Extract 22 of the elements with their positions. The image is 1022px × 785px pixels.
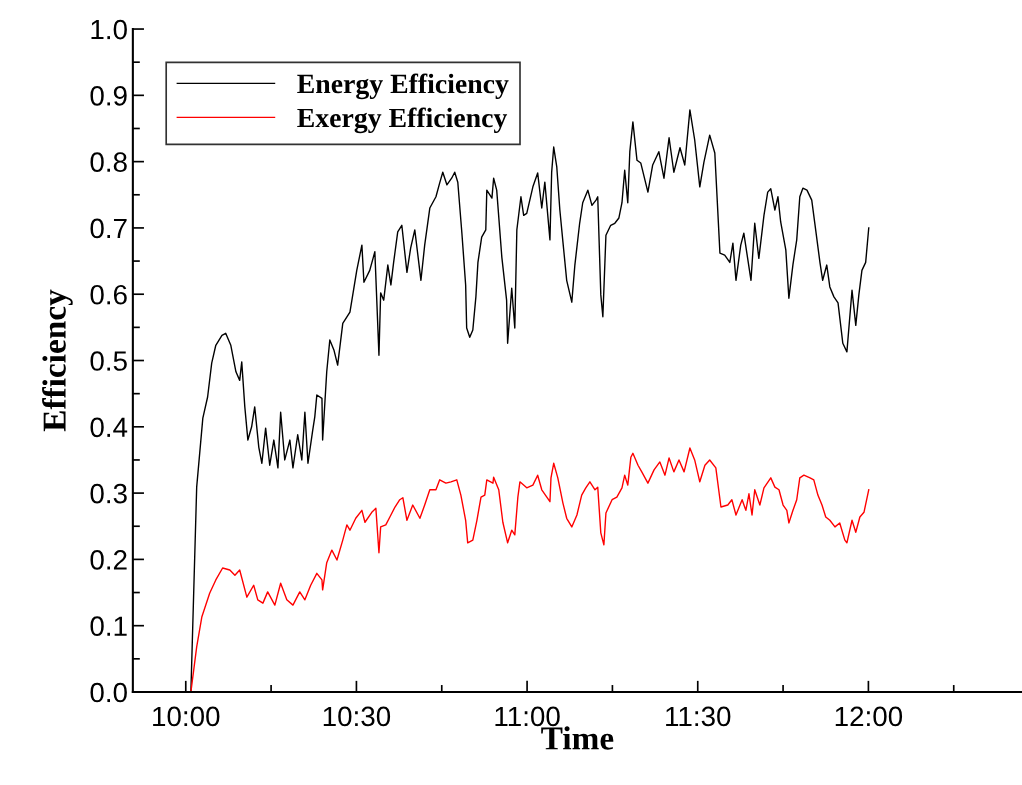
x-axis-title: Time (541, 726, 614, 750)
y-tick-label: 1.0 (91, 19, 127, 40)
x-tick-label: 10:30 (323, 706, 391, 727)
line-series (190, 447, 870, 692)
y-tick-label: 0.7 (90, 218, 127, 239)
y-tick-label: 0.2 (90, 550, 127, 570)
y-tick-label: 0.1 (90, 616, 127, 637)
y-tick-label: 0.9 (90, 86, 127, 106)
x-tick-label: 12:00 (835, 706, 903, 727)
y-tick-label: 0.4 (90, 417, 128, 438)
legend-label: Exergy Efficiency (297, 107, 508, 134)
y-tick-label: 0.6 (90, 284, 127, 305)
x-tick-label: 10:00 (153, 706, 220, 727)
x-tick-label: 11:30 (666, 706, 731, 727)
line-series (190, 109, 870, 692)
y-axis-title: Efficiency (42, 289, 73, 432)
x-tick-label: 11:00 (495, 706, 560, 727)
y-tick-label: 0.5 (90, 351, 127, 371)
y-tick-label: 0.8 (90, 152, 127, 172)
y-tick-label: 0.3 (90, 483, 127, 504)
legend-label: Energy Efficiency (297, 73, 509, 100)
y-tick-label: 0.0 (90, 682, 127, 703)
